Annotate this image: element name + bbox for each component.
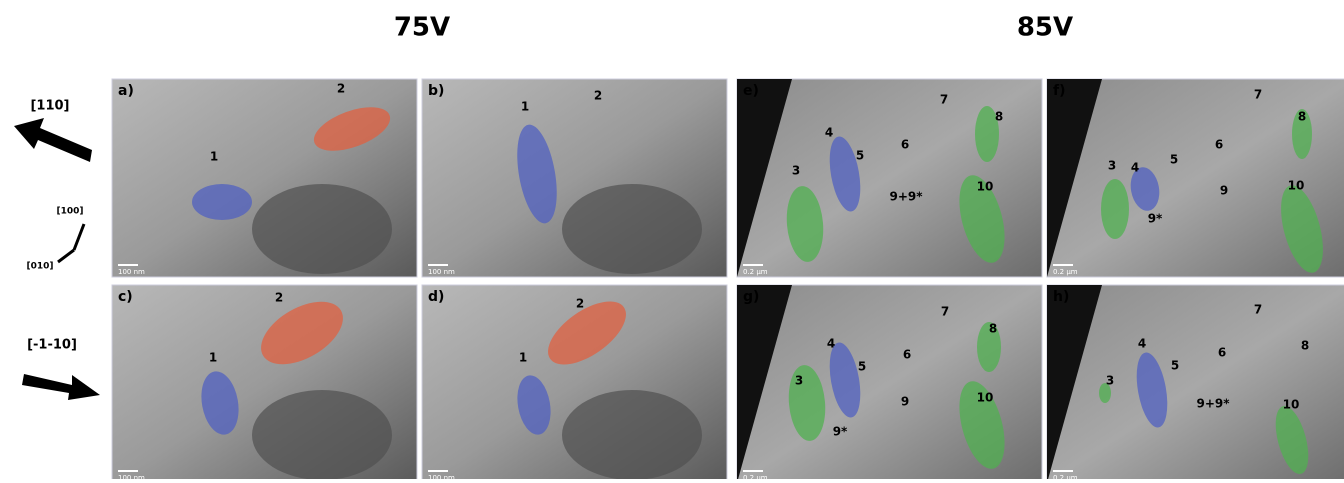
region-label: 10 xyxy=(1288,179,1305,193)
scale-label: 100 nm xyxy=(428,474,455,479)
dark-region xyxy=(562,184,702,274)
region-label: 7 xyxy=(1254,303,1262,317)
scale-label: 100 nm xyxy=(428,268,455,276)
panel: h) 0.2 μm 7 8 6 4 5 3 9+9* 10 xyxy=(1047,285,1344,479)
region-label: 3 xyxy=(1108,159,1116,173)
region-label: 9+9* xyxy=(889,190,923,204)
region-label: 7 xyxy=(1254,88,1262,102)
panel-label: h) xyxy=(1053,289,1069,305)
panel: b) 100 nm 1 2 xyxy=(422,79,727,277)
panel: d) 100 nm 2 1 xyxy=(422,285,727,479)
dark-region xyxy=(252,390,392,479)
arrow xyxy=(14,118,92,162)
region-label: 9 xyxy=(901,395,909,409)
scale-label: 0.2 μm xyxy=(1053,268,1078,276)
region-label: 7 xyxy=(940,93,948,107)
region-label: 9 xyxy=(1220,184,1228,198)
scale-label: 100 nm xyxy=(118,474,145,479)
region-label: 10 xyxy=(977,391,994,405)
panel: c) 100 nm 2 1 xyxy=(112,285,417,479)
region-label: 6 xyxy=(901,138,909,152)
figure: 75V 85V [110] [-1-10] [100] [010] a) 100 … xyxy=(0,0,1344,479)
region-label: 2 xyxy=(337,82,345,96)
header: 85V xyxy=(1017,13,1073,43)
panel: f) 0.2 μm 7 8 6 5 4 3 10 9 9* xyxy=(1047,79,1344,277)
header: 75V xyxy=(394,13,450,43)
region-label: 8 xyxy=(989,322,997,336)
region-label: 1 xyxy=(209,351,217,365)
panel-label: e) xyxy=(743,83,759,99)
panel-label: d) xyxy=(428,289,444,305)
region-label: 8 xyxy=(1298,110,1306,124)
region-label: 1 xyxy=(521,100,529,114)
region-label: 3 xyxy=(795,374,803,388)
region-label: 2 xyxy=(594,89,602,103)
region-label: 9* xyxy=(833,425,848,439)
direction-label: [110] xyxy=(30,99,69,114)
region-label: 2 xyxy=(275,291,283,305)
region-label: 5 xyxy=(1171,359,1179,373)
scale-label: 0.2 μm xyxy=(743,474,768,479)
panel-label: b) xyxy=(428,83,444,99)
region-label: 8 xyxy=(995,110,1003,124)
region-label: 6 xyxy=(1215,138,1223,152)
panel-label: c) xyxy=(118,289,133,305)
panel-label: a) xyxy=(118,83,134,99)
region-label: 4 xyxy=(1138,337,1146,351)
panel: g) 0.2 μm 7 8 6 4 5 3 10 9 9* xyxy=(737,285,1042,479)
arrow xyxy=(22,374,100,400)
region-label: 9+9* xyxy=(1196,397,1230,411)
region-label: 9* xyxy=(1148,212,1163,226)
region-label: 3 xyxy=(1106,374,1114,388)
region-label: 1 xyxy=(519,351,527,365)
highlight xyxy=(1101,179,1129,239)
region-label: 6 xyxy=(1218,346,1226,360)
panel-label: f) xyxy=(1053,83,1066,99)
region-label: 3 xyxy=(792,164,800,178)
region-label: 4 xyxy=(827,337,835,351)
panel: e) 0.2 μm 7 8 6 4 5 3 10 9+9* xyxy=(737,79,1042,277)
region-label: 6 xyxy=(903,348,911,362)
region-label: 5 xyxy=(858,360,866,374)
region-label: 10 xyxy=(977,180,994,194)
region-label: 4 xyxy=(825,126,833,140)
direction-label: [-1-10] xyxy=(27,338,77,353)
region-label: 7 xyxy=(941,305,949,319)
highlight xyxy=(192,184,252,220)
scale-label: 100 nm xyxy=(118,268,145,276)
region-label: 4 xyxy=(1131,161,1139,175)
scale-label: 0.2 μm xyxy=(1053,474,1078,479)
axis-label: [010] xyxy=(26,262,53,272)
panel-label: g) xyxy=(743,289,759,305)
region-label: 5 xyxy=(1170,153,1178,167)
axis-label: [100] xyxy=(56,207,83,217)
region-label: 8 xyxy=(1301,339,1309,353)
region-label: 2 xyxy=(576,297,584,311)
panel: a) 100 nm 1 2 xyxy=(112,79,417,277)
dark-region xyxy=(252,184,392,274)
scale-label: 0.2 μm xyxy=(743,268,768,276)
dark-region xyxy=(562,390,702,479)
region-label: 5 xyxy=(856,149,864,163)
region-label: 1 xyxy=(210,150,218,164)
axis-arrows xyxy=(58,224,84,262)
region-label: 10 xyxy=(1283,398,1300,412)
